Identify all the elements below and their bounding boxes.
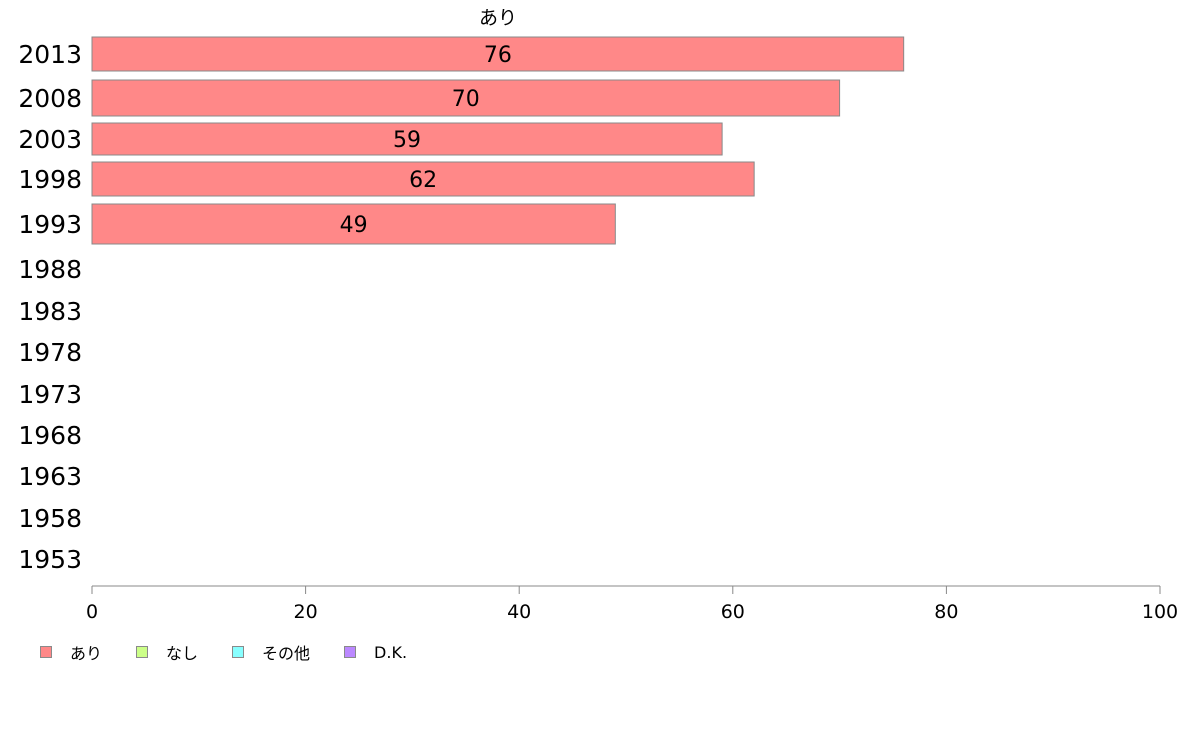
bar-group xyxy=(91,36,905,245)
legend-swatch-ari xyxy=(40,646,52,658)
legend-label-dk: D.K. xyxy=(374,642,408,662)
legend-item-nashi: なし xyxy=(136,640,198,664)
bar xyxy=(91,36,905,72)
x-tick-label: 60 xyxy=(721,601,745,623)
legend: あり なし その他 D.K. xyxy=(40,640,441,664)
y-tick-label: 2008 xyxy=(18,84,82,113)
legend-label-ari: あり xyxy=(70,644,103,663)
y-tick-label: 1978 xyxy=(18,338,82,367)
legend-item-ari: あり xyxy=(40,640,102,664)
bar xyxy=(91,122,723,156)
y-tick-label: 1958 xyxy=(18,504,82,533)
x-tick-label: 40 xyxy=(507,601,531,623)
y-tick-label: 2013 xyxy=(18,40,82,69)
bar-value-label: 49 xyxy=(340,213,368,238)
y-tick-label: 2003 xyxy=(18,125,82,154)
y-tick-label: 1983 xyxy=(18,297,82,326)
legend-item-other: その他 xyxy=(232,640,310,664)
y-tick-label: 1968 xyxy=(18,421,82,450)
legend-label-nashi: なし xyxy=(166,644,199,663)
x-tick-label: 0 xyxy=(86,601,98,623)
bar xyxy=(91,203,616,245)
x-tick-label: 80 xyxy=(934,601,958,623)
legend-swatch-dk xyxy=(344,646,357,658)
y-tick-label: 1973 xyxy=(18,380,82,409)
bar xyxy=(91,161,755,197)
bar-value-label: 76 xyxy=(484,43,512,68)
legend-item-dk: D.K. xyxy=(344,643,407,662)
y-axis: 2013 2008 2003 1998 1993 1988 1983 1978 1973 1968… xyxy=(18,40,82,574)
y-tick-label: 1993 xyxy=(18,210,82,239)
bar-value-label: 70 xyxy=(452,87,480,112)
x-tick-label: 20 xyxy=(294,601,318,623)
legend-label-other: その他 xyxy=(262,644,311,663)
x-axis: 0 20 40 60 80 100 xyxy=(86,585,1178,623)
legend-swatch-nashi xyxy=(136,646,149,658)
y-tick-label: 1988 xyxy=(18,255,82,284)
y-tick-label: 1998 xyxy=(18,165,82,194)
chart-title: あり xyxy=(479,7,517,29)
y-tick-label: 1953 xyxy=(18,545,82,574)
bar-value-label: 62 xyxy=(409,168,437,193)
legend-swatch-other xyxy=(232,646,245,658)
y-tick-label: 1963 xyxy=(18,462,82,491)
x-tick-label: 100 xyxy=(1142,601,1178,623)
bar xyxy=(91,79,841,117)
bar-value-label: 59 xyxy=(393,128,421,153)
